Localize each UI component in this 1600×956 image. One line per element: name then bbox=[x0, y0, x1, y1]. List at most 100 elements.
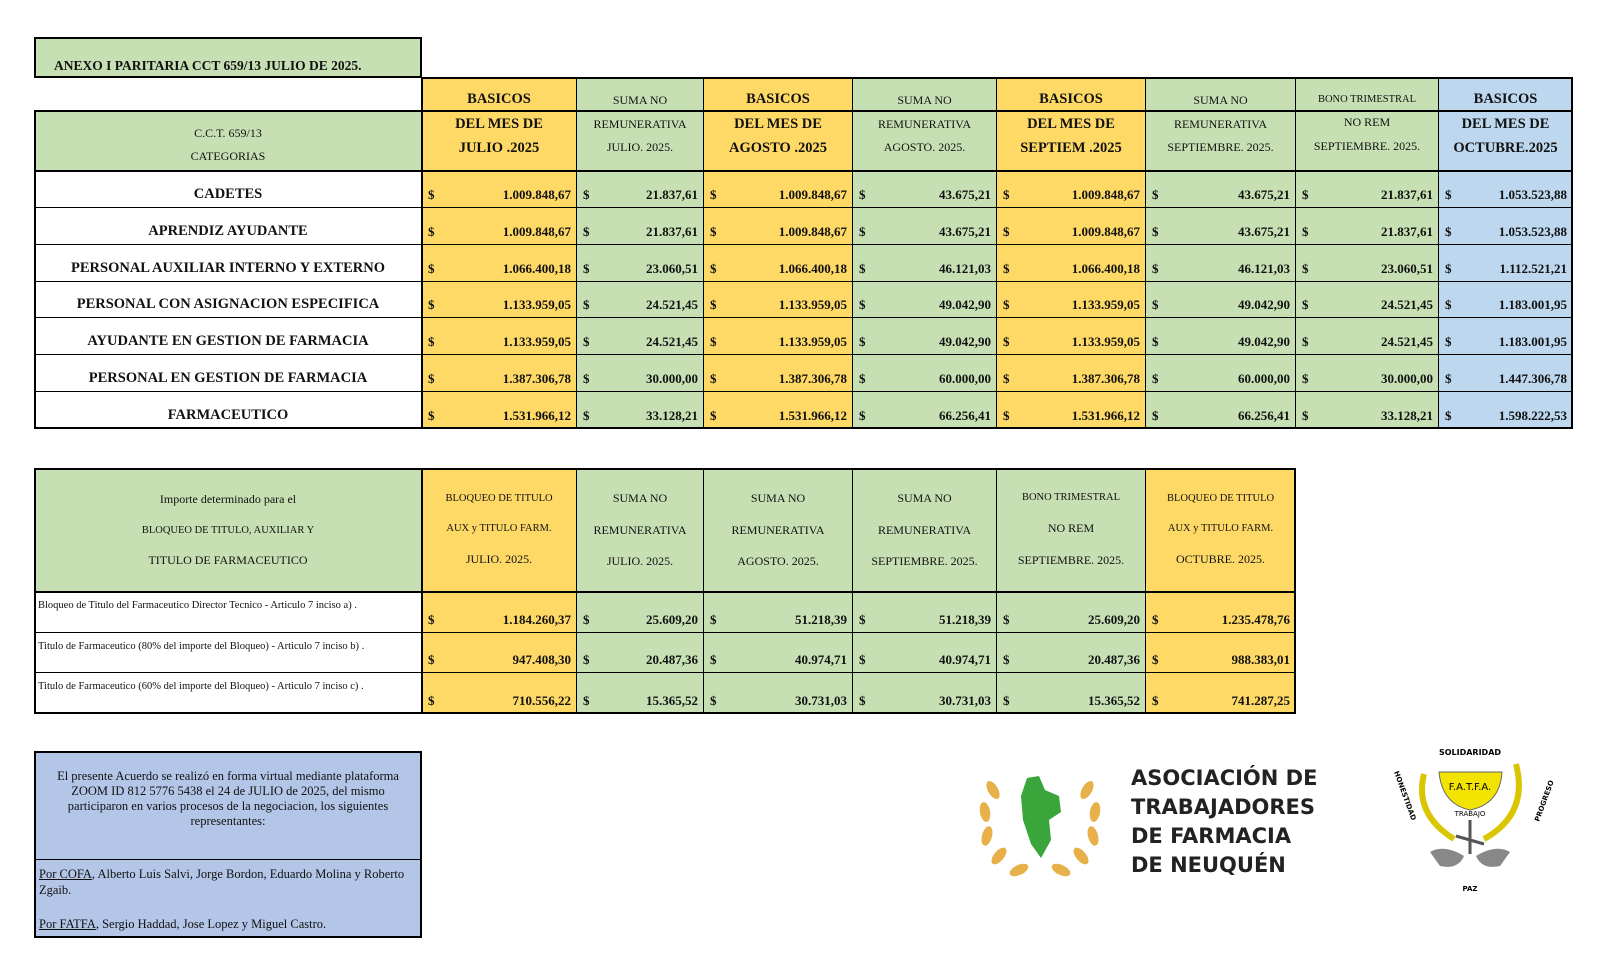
header-cell: SUMA NO REMUNERATIVA AGOSTO. 2025. bbox=[703, 468, 853, 592]
amount: 1.387.306,78 bbox=[502, 371, 571, 387]
amount: 1.133.959,05 bbox=[1071, 297, 1140, 313]
header-cell: Importe determinado para el BLOQUEO DE TI… bbox=[34, 468, 422, 592]
amount: 1.009.848,67 bbox=[778, 223, 847, 239]
header-line: BASICOS bbox=[467, 91, 531, 108]
amount-cell: $49.042,90 bbox=[852, 317, 997, 356]
amount: 21.837,61 bbox=[646, 223, 698, 239]
amount-cell: $1.133.959,05 bbox=[703, 317, 853, 356]
header-line: BLOQUEO DE TITULO bbox=[1166, 493, 1275, 505]
amount-cell: $947.408,30 bbox=[421, 631, 577, 674]
amount: 49.042,90 bbox=[1238, 297, 1290, 313]
note-box: El presente Acuerdo se realizó en forma … bbox=[34, 751, 422, 938]
row-label-text: PERSONAL AUXILIAR INTERNO Y EXTERNO bbox=[71, 259, 385, 276]
logo-word: TRABAJO bbox=[1454, 810, 1486, 818]
currency: $ bbox=[1302, 260, 1309, 276]
currency: $ bbox=[710, 260, 717, 276]
amount-cell: $1.053.523,88 bbox=[1438, 206, 1573, 245]
currency: $ bbox=[1152, 611, 1159, 627]
amount: 43.675,21 bbox=[939, 223, 991, 239]
amount: 43.675,21 bbox=[939, 186, 991, 202]
logo-line: DE NEUQUÉN bbox=[1131, 853, 1286, 877]
header-line: SUMA NO bbox=[897, 92, 952, 107]
header-line: DEL MES DE bbox=[734, 115, 822, 132]
cofa-label: Por COFA bbox=[39, 867, 92, 881]
amount: 21.837,61 bbox=[1381, 186, 1433, 202]
amount: 947.408,30 bbox=[512, 652, 572, 668]
amount: 1.133.959,05 bbox=[502, 297, 571, 313]
amount: 21.837,61 bbox=[1381, 223, 1433, 239]
row-label-text: Bloqueo de Titulo del Farmaceutico Direc… bbox=[38, 600, 357, 611]
amount: 51.218,39 bbox=[939, 611, 991, 627]
amount-cell: $30.731,03 bbox=[852, 672, 997, 714]
amount: 43.675,21 bbox=[1238, 186, 1290, 202]
amount: 23.060,51 bbox=[646, 260, 698, 276]
currency: $ bbox=[428, 260, 435, 276]
amount-cell: $1.598.222,53 bbox=[1438, 391, 1573, 429]
row-label-text: CADETES bbox=[193, 185, 263, 202]
header-line: C.C.T. 659/13 bbox=[194, 126, 262, 140]
branch bbox=[1419, 773, 1456, 842]
amount: 1.387.306,78 bbox=[778, 371, 847, 387]
currency: $ bbox=[583, 652, 590, 668]
header-line: SUMA NO bbox=[1193, 92, 1248, 107]
amount-cell: $1.133.959,05 bbox=[421, 280, 577, 319]
amount: 30.000,00 bbox=[1381, 371, 1433, 387]
fatfa-label: Por FATFA bbox=[39, 917, 96, 931]
currency: $ bbox=[428, 297, 435, 313]
currency: $ bbox=[1152, 297, 1159, 313]
amount: 51.218,39 bbox=[795, 611, 847, 627]
row-label-text: PERSONAL EN GESTION DE FARMACIA bbox=[88, 370, 368, 387]
amount-cell: $49.042,90 bbox=[1145, 280, 1296, 319]
amount: 1.009.848,67 bbox=[502, 186, 571, 202]
amount: 25.609,20 bbox=[646, 611, 698, 627]
amount: 15.365,52 bbox=[1088, 692, 1140, 708]
amount-cell: $1.009.848,67 bbox=[421, 206, 577, 245]
pestle bbox=[1455, 820, 1485, 854]
header-line: REMUNERATIVA bbox=[731, 522, 825, 537]
currency: $ bbox=[428, 652, 435, 668]
header-cell: BASICOS DEL MES DE JULIO .2025 bbox=[421, 77, 577, 171]
neuquen-text: ASOCIACIÓN DE TRABAJADORES DE FARMACIA D… bbox=[1131, 764, 1317, 880]
amount: 40.974,71 bbox=[795, 652, 847, 668]
amount: 1.447.306,78 bbox=[1498, 371, 1567, 387]
currency: $ bbox=[1445, 407, 1452, 423]
amount-cell: $988.383,01 bbox=[1145, 631, 1296, 674]
amount-cell: $1.133.959,05 bbox=[421, 317, 577, 356]
row-label: AYUDANTE EN GESTION DE FARMACIA bbox=[34, 317, 422, 356]
currency: $ bbox=[583, 334, 590, 350]
header-cell: SUMA NO REMUNERATIVA SEPTIEMBRE. 2025. bbox=[852, 468, 997, 592]
amount-cell: $1.235.478,76 bbox=[1145, 591, 1296, 633]
header-line: NO REM bbox=[1047, 520, 1095, 535]
amount-cell: $1.009.848,67 bbox=[421, 170, 577, 208]
amount-cell: $1.009.848,67 bbox=[703, 170, 853, 208]
amount-cell: $1.053.523,88 bbox=[1438, 170, 1573, 208]
amount-cell: $20.487,36 bbox=[576, 631, 704, 674]
amount: 60.000,00 bbox=[939, 371, 991, 387]
amount-cell: $1.531.966,12 bbox=[703, 391, 853, 429]
logo-word: SOLIDARIDAD bbox=[1439, 748, 1501, 757]
header-cell: BASICOS DEL MES DE OCTUBRE.2025 bbox=[1438, 77, 1573, 171]
amount-cell: $23.060,51 bbox=[1295, 243, 1439, 282]
amount: 1.133.959,05 bbox=[1071, 334, 1140, 350]
amount-cell: $1.009.848,67 bbox=[703, 206, 853, 245]
amount-cell: $1.183.001,95 bbox=[1438, 317, 1573, 356]
currency: $ bbox=[1302, 371, 1309, 387]
currency: $ bbox=[710, 371, 717, 387]
header-line: JULIO. 2025. bbox=[465, 551, 533, 566]
currency: $ bbox=[583, 297, 590, 313]
amount-cell: $30.000,00 bbox=[1295, 354, 1439, 393]
amount-cell: $51.218,39 bbox=[703, 591, 853, 633]
currency: $ bbox=[1003, 334, 1010, 350]
header-cell: BLOQUEO DE TITULO AUX y TITULO FARM. OCTUB… bbox=[1145, 468, 1296, 592]
amount-cell: $741.287,25 bbox=[1145, 672, 1296, 714]
header-line: BLOQUEO DE TITULO bbox=[445, 493, 553, 505]
currency: $ bbox=[859, 371, 866, 387]
row-label: Titulo de Farmaceutico (80% del importe … bbox=[34, 631, 422, 674]
note-cofa: Por COFA, Alberto Luis Salvi, Jorge Bord… bbox=[36, 859, 420, 898]
currency: $ bbox=[710, 652, 717, 668]
row-label: Titulo de Farmaceutico (60% del importe … bbox=[34, 672, 422, 714]
amount-cell: $24.521,45 bbox=[576, 317, 704, 356]
amount: 1.066.400,18 bbox=[1071, 260, 1140, 276]
amount-cell: $1.009.848,67 bbox=[996, 170, 1146, 208]
amount-cell: $33.128,21 bbox=[576, 391, 704, 429]
